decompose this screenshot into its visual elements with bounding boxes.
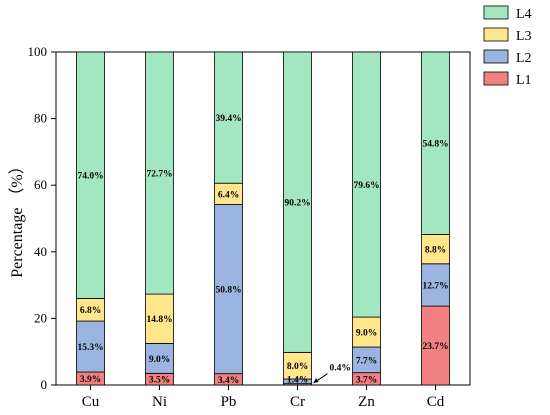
bars bbox=[76, 51, 450, 386]
data-label-ni-l3: 14.8% bbox=[146, 315, 172, 325]
data-label-cr-l4: 90.2% bbox=[284, 199, 310, 209]
data-label-pb-l1: 3.4% bbox=[218, 376, 239, 386]
data-label-zn-l1: 3.7% bbox=[356, 375, 377, 385]
y-tick-label: 20 bbox=[34, 310, 47, 325]
data-label-cd-l4: 54.8% bbox=[422, 140, 448, 150]
x-tick-label-zn: Zn bbox=[358, 394, 375, 410]
data-label-pb-l3: 6.4% bbox=[218, 190, 239, 200]
data-label-cu-l3: 6.8% bbox=[80, 306, 101, 316]
data-label-cr-l1: 0.4% bbox=[330, 364, 351, 374]
legend-swatch-l4 bbox=[483, 5, 509, 20]
data-label-cu-l1: 3.9% bbox=[80, 375, 101, 385]
data-label-cd-l1: 23.7% bbox=[422, 342, 448, 352]
legend-swatch-l2 bbox=[483, 49, 509, 64]
y-tick-label: 100 bbox=[28, 44, 48, 59]
y-axis-title: Percentage （%） bbox=[8, 158, 26, 278]
legend-label-l1: L1 bbox=[516, 73, 532, 88]
bar-pb-l4 bbox=[214, 51, 243, 184]
data-label-ni-l4: 72.7% bbox=[146, 170, 172, 180]
data-label-zn-l4: 79.6% bbox=[353, 181, 379, 191]
bar-cu-l4 bbox=[76, 51, 105, 299]
data-label-cu-l2: 15.3% bbox=[77, 343, 103, 353]
y-tick-label: 40 bbox=[34, 244, 47, 259]
bar-cd-l1 bbox=[421, 305, 450, 386]
y-tick-label: 80 bbox=[34, 111, 47, 126]
legend: L4 L3 L2 L1 bbox=[483, 5, 532, 88]
legend-swatch-l1 bbox=[483, 71, 509, 86]
data-label-ni-l1: 3.5% bbox=[149, 376, 170, 386]
legend-label-l3: L3 bbox=[516, 29, 532, 44]
x-tick-label-cu: Cu bbox=[82, 394, 100, 410]
bar-cr-l4 bbox=[283, 51, 312, 353]
data-label-pb-l4: 39.4% bbox=[215, 114, 241, 124]
x-tick-label-cd: Cd bbox=[427, 394, 445, 410]
bar-cd-l3 bbox=[421, 234, 450, 265]
plot-frame bbox=[55, 51, 471, 386]
bar-pb-l2 bbox=[214, 204, 243, 375]
x-tick-label-ni: Ni bbox=[152, 394, 167, 410]
data-labels: 3.9% 15.3% 6.8% 74.0% 3.5% 9.0% 14.8% 72.7% 3.4%… bbox=[77, 114, 448, 386]
data-label-ni-l2: 9.0% bbox=[149, 355, 170, 365]
bar-zn-l4 bbox=[352, 51, 381, 318]
data-label-zn-l3: 9.0% bbox=[356, 329, 377, 339]
data-label-cu-l4: 74.0% bbox=[77, 172, 103, 182]
data-label-cr-l2: 1.4% bbox=[287, 376, 308, 386]
data-label-cd-l3: 8.8% bbox=[425, 246, 446, 256]
data-label-cd-l2: 12.7% bbox=[422, 281, 448, 291]
legend-swatch-l3 bbox=[483, 27, 509, 42]
bar-ni-l4 bbox=[145, 51, 174, 295]
bar-cd-l4 bbox=[421, 51, 450, 235]
x-tick-label-pb: Pb bbox=[221, 394, 237, 410]
bar-ni-l3 bbox=[145, 293, 174, 344]
y-tick-label: 0 bbox=[41, 377, 48, 392]
bar-cr-l3 bbox=[283, 351, 312, 380]
annotation-arrow-head bbox=[313, 378, 319, 384]
data-label-zn-l2: 7.7% bbox=[356, 356, 377, 366]
data-label-pb-l2: 50.8% bbox=[215, 286, 241, 296]
legend-label-l4: L4 bbox=[516, 7, 532, 22]
x-tick-label-cr: Cr bbox=[290, 394, 305, 410]
data-label-cr-l3: 8.0% bbox=[287, 362, 308, 372]
bar-zn-l3 bbox=[352, 316, 381, 348]
axes: 0 20 40 60 80 100 Cu Ni Pb Cr Zn Cd bbox=[28, 44, 471, 410]
legend-label-l2: L2 bbox=[516, 51, 532, 66]
y-tick-label: 60 bbox=[34, 177, 47, 192]
